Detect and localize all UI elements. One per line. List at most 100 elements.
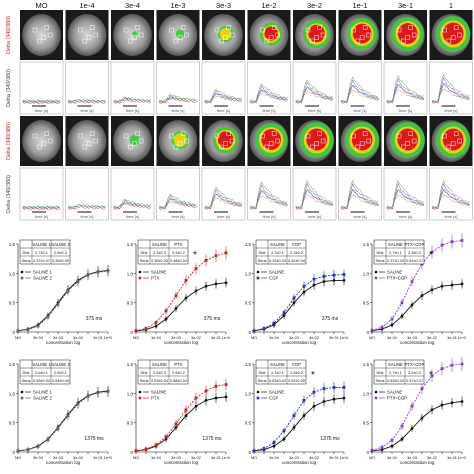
trace-line xyxy=(341,194,379,210)
data-point xyxy=(164,317,168,321)
x-tick-label: MO xyxy=(251,336,257,340)
roi-square xyxy=(408,131,413,136)
x-tick-label: 1e+0 xyxy=(340,336,349,340)
data-point xyxy=(282,311,286,315)
trace-line xyxy=(22,100,61,104)
column-label: MO xyxy=(35,1,47,10)
x-tick-label: 1e+0 xyxy=(222,456,231,460)
data-point xyxy=(174,294,178,298)
x-axis-label: concentration log xyxy=(164,460,199,465)
data-point xyxy=(272,321,276,325)
data-point xyxy=(400,424,404,428)
table-value: 0.37±0.03 xyxy=(387,259,404,263)
activation-red xyxy=(442,128,464,151)
y-tick-label: 1.0 xyxy=(9,271,16,276)
activation-red xyxy=(397,23,418,44)
roi-square xyxy=(314,35,319,40)
roi-square xyxy=(86,35,92,40)
trace-line xyxy=(250,181,288,209)
roi-square xyxy=(44,131,49,136)
data-point xyxy=(194,289,198,293)
x-tick-label: 3e-04 xyxy=(269,336,279,340)
trace-frame xyxy=(110,61,155,115)
data-point xyxy=(342,278,346,282)
x-tick-label: 3e-03 xyxy=(53,456,63,460)
activation-red xyxy=(308,24,325,43)
x-tick-label: 1e+0 xyxy=(458,456,467,460)
roi-square xyxy=(362,25,368,30)
trace-frame xyxy=(247,167,291,221)
trace-line xyxy=(295,194,334,210)
data-point xyxy=(430,288,434,292)
x-tick-label: 3e-04 xyxy=(387,456,397,460)
activation-yellow xyxy=(219,27,232,41)
data-point xyxy=(96,391,100,395)
trace-line xyxy=(386,89,425,104)
roi-square xyxy=(310,38,315,44)
trace-line xyxy=(22,207,61,211)
x-tick-label: 3e-02 xyxy=(191,336,201,340)
roi-square xyxy=(169,27,174,33)
significance-star: * xyxy=(311,370,315,381)
table-header: SALINE xyxy=(388,242,403,247)
data-point xyxy=(440,403,444,407)
data-point xyxy=(450,401,454,405)
data-point xyxy=(194,404,198,408)
table-value: 2.3±0.3 xyxy=(408,251,421,255)
series-line xyxy=(371,283,463,332)
table-value: 2.9±0.2 xyxy=(172,251,185,255)
y-tick-label: 1.0 xyxy=(245,391,252,396)
x-tick-label: 1e+0 xyxy=(340,456,349,460)
trace-xlabel: time [s] xyxy=(217,214,230,219)
table-value: 2.6±0.1 xyxy=(54,371,67,375)
data-point xyxy=(76,402,80,406)
column-label: 3e-3 xyxy=(216,1,231,10)
data-point xyxy=(420,387,424,391)
trace-xlabel: time [s] xyxy=(445,108,458,113)
trace-frame xyxy=(383,61,428,115)
x-tick-label: 3e-03 xyxy=(407,336,417,340)
data-point xyxy=(134,329,138,333)
roi-square xyxy=(89,131,95,136)
series-line xyxy=(253,387,344,452)
data-point xyxy=(184,296,188,300)
table-value: 0.53±0.02 xyxy=(269,379,286,383)
data-point xyxy=(302,290,306,294)
table-header: CGP xyxy=(292,242,301,247)
column-label: 3e-2 xyxy=(307,1,322,10)
table-row-label: Sens xyxy=(139,378,148,383)
trace-line xyxy=(341,76,379,103)
data-point xyxy=(252,449,256,453)
y-tick-label: 1.0 xyxy=(127,271,134,276)
row-ylabel: Delta (340/380) xyxy=(6,175,12,213)
legend-label: SALINE xyxy=(387,270,402,275)
trace-xlabel: time [s] xyxy=(217,108,230,113)
roi-square xyxy=(93,32,98,38)
param-table xyxy=(19,359,71,385)
duration-label: 375 ms xyxy=(86,316,103,322)
data-point xyxy=(440,367,444,371)
legend-marker xyxy=(374,270,378,274)
param-table xyxy=(373,239,425,265)
roi-square xyxy=(453,25,459,30)
roi-square xyxy=(457,138,462,144)
y-tick-label: 1.5 xyxy=(245,362,252,367)
data-point xyxy=(184,278,188,282)
tissue-blob xyxy=(67,120,107,162)
data-point xyxy=(430,250,434,254)
y-tick-label: 0 xyxy=(12,330,15,335)
roi-square xyxy=(37,38,42,44)
x-tick-label: 3e-01 xyxy=(93,456,103,460)
data-point xyxy=(262,447,266,450)
roi-square xyxy=(41,141,46,146)
data-point xyxy=(342,273,346,276)
trace-line xyxy=(432,83,470,103)
activation-red xyxy=(351,128,373,151)
table-header: SALINE 2 xyxy=(51,242,70,247)
table-value: 0.42±0.04 xyxy=(288,259,305,263)
data-point xyxy=(410,303,414,307)
table-value: 0.53±0.04 xyxy=(387,379,404,383)
table-row-label: Dist xyxy=(259,370,267,375)
roi-square xyxy=(271,131,277,136)
trace-line xyxy=(22,101,61,105)
